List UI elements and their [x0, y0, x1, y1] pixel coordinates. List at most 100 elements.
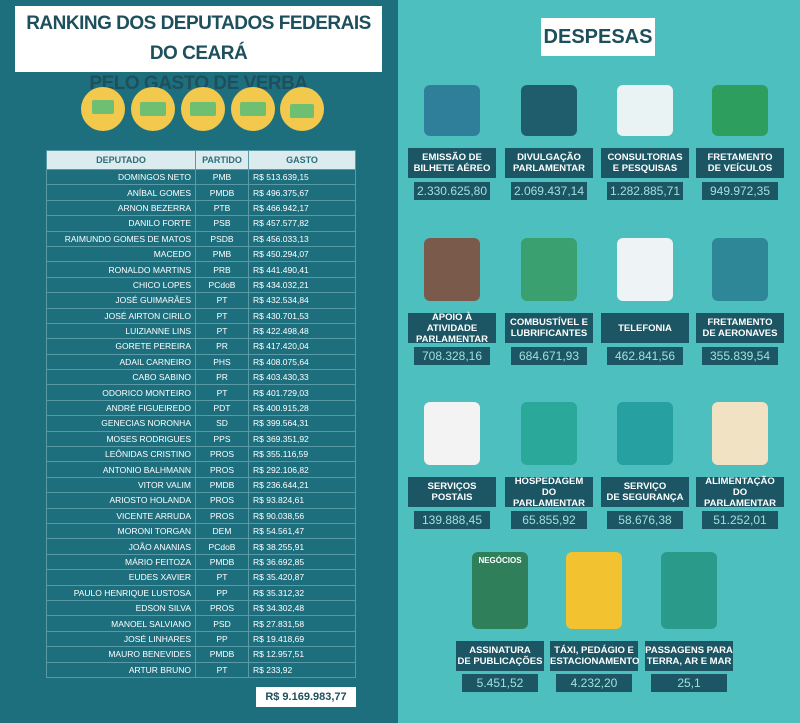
table-cell: RAIMUNDO GOMES DE MATOS [46, 230, 196, 247]
header-cell: GASTO [248, 150, 356, 170]
table-cell: ARIOSTO HOLANDA [46, 492, 196, 509]
label-line: DO PARLAMENTAR [704, 486, 776, 509]
table-cell: R$ 399.564,31 [248, 415, 356, 432]
table-cell: MÁRIO FEITOZA [46, 553, 196, 571]
table-cell: CHICO LOPES [46, 276, 196, 294]
table-row: MOSES RODRIGUES PPS R$ 369.351,92 [46, 430, 356, 448]
table-cell: PTB [195, 199, 249, 217]
label-line: SERVIÇOS [427, 481, 477, 492]
table-cell: R$ 403.430,33 [248, 369, 356, 386]
table-cell: SD [195, 415, 249, 432]
table-row: DOMINGOS NETO PMB R$ 513.639,15 [46, 168, 356, 186]
table-cell: PMDB [195, 553, 249, 571]
table-cell: RONALDO MARTINS [46, 261, 196, 278]
label-line: LUBRIFICANTES [510, 328, 588, 339]
table-cell: PHS [195, 353, 249, 371]
label-line: DE PUBLICAÇÕES [457, 656, 543, 667]
label-line: TERRA, AR E MAR [646, 656, 732, 667]
table-cell: LUIZIANNE LINS [46, 322, 196, 340]
expense-label: FRETAMENTO DE AERONAVES [696, 313, 784, 343]
expense-value: 25,1 [651, 674, 727, 692]
table-cell: ODORICO MONTEIRO [46, 384, 196, 401]
ranking-table: DEPUTADO PARTIDO GASTO DOMINGOS NETO PMB R$ 5… [46, 150, 356, 678]
label-line: PARLAMENTAR [513, 163, 585, 174]
table-cell: PMB [195, 245, 249, 263]
table-row: RONALDO MARTINS PRB R$ 441.490,41 [46, 261, 356, 278]
table-cell: PPS [195, 430, 249, 448]
label-line: HOSPEDAGEM [514, 475, 584, 487]
label-line: DE VEÍCULOS [707, 163, 773, 174]
table-cell: PT [195, 292, 249, 309]
expense-label: ALIMENTAÇÃO DO PARLAMENTAR [696, 475, 784, 509]
expense-label: FRETAMENTO DE VEÍCULOS [696, 148, 784, 178]
label-line: CONSULTORIAS [607, 152, 683, 163]
table-cell: PT [195, 322, 249, 340]
table-row: VITOR VALIM PMDB R$ 236.644,21 [46, 476, 356, 494]
table-row: MORONI TORGAN DEM R$ 54.561,47 [46, 522, 356, 540]
table-cell: PT [195, 307, 249, 324]
table-row: LEÔNIDAS CRISTINO PROS R$ 355.116,59 [46, 446, 356, 463]
table-cell: PSDB [195, 230, 249, 247]
table-cell: PT [195, 384, 249, 401]
table-cell: ANDRÉ FIGUEIREDO [46, 399, 196, 417]
table-cell: PROS [195, 446, 249, 463]
expense-icon [566, 552, 622, 629]
table-cell: R$ 38.255,91 [248, 538, 356, 555]
table-row: DANILO FORTE PSB R$ 457.577,82 [46, 215, 356, 232]
table-cell: CABO SABINO [46, 369, 196, 386]
table-cell: DANILO FORTE [46, 215, 196, 232]
expense-icon [712, 238, 768, 301]
expense-value: 58.676,38 [607, 511, 683, 529]
title-line: RANKING DOS DEPUTADOS FEDERAIS DO CEARÁ [26, 13, 371, 64]
table-row: MACEDO PMB R$ 450.294,07 [46, 245, 356, 263]
expense-label: SERVIÇOS POSTAIS [408, 477, 496, 507]
table-row: GENECIAS NORONHA SD R$ 399.564,31 [46, 415, 356, 432]
expense-value: 65.855,92 [511, 511, 587, 529]
table-cell: PAULO HENRIQUE LUSTOSA [46, 584, 196, 601]
expense-label: SERVIÇO DE SEGURANÇA [601, 477, 689, 507]
expense-label: APOIO À ATIVIDADE PARLAMENTAR [408, 312, 496, 345]
table-cell: R$ 90.038,56 [248, 507, 356, 524]
expense-label: EMISSÃO DE BILHETE AÉREO [408, 148, 496, 178]
table-cell: JOSÉ AIRTON CIRILO [46, 307, 196, 324]
label-line: ALIMENTAÇÃO [705, 475, 775, 487]
table-cell: R$ 54.561,47 [248, 522, 356, 540]
table-row: ANDRÉ FIGUEIREDO PDT R$ 400.915,28 [46, 399, 356, 417]
table-cell: R$ 369.351,92 [248, 430, 356, 448]
table-row: CHICO LOPES PCdoB R$ 434.032,21 [46, 276, 356, 294]
expense-label: TÁXI, PEDÁGIO E ESTACIONAMENTO [550, 641, 639, 671]
table-cell: R$ 36.692,85 [248, 553, 356, 571]
table-cell: R$ 456.033,13 [248, 230, 356, 247]
table-cell: R$ 400.915,28 [248, 399, 356, 417]
table-cell: PROS [195, 599, 249, 617]
label-line: TÁXI, PEDÁGIO E [554, 645, 634, 656]
label-line: FRETAMENTO [707, 152, 773, 163]
table-cell: EUDES XAVIER [46, 569, 196, 586]
table-cell: PMB [195, 168, 249, 186]
expense-icon [712, 85, 768, 136]
label-line: DIVULGAÇÃO [517, 152, 581, 163]
expense-value: 949.972,35 [702, 182, 778, 200]
label-line: ASSINATURA [469, 645, 531, 656]
table-cell: ADAIL CARNEIRO [46, 353, 196, 371]
table-cell: R$ 457.577,82 [248, 215, 356, 232]
header-cell: DEPUTADO [46, 150, 196, 170]
expense-label: ASSINATURA DE PUBLICAÇÕES [456, 641, 544, 671]
table-cell: R$ 401.729,03 [248, 384, 356, 401]
expense-value: 5.451,52 [462, 674, 538, 692]
table-row: CABO SABINO PR R$ 403.430,33 [46, 369, 356, 386]
table-row: VICENTE ARRUDA PROS R$ 90.038,56 [46, 507, 356, 524]
expense-icon: NEGÓCIOS [472, 552, 528, 629]
label-line: BILHETE AÉREO [413, 163, 491, 174]
table-cell: MORONI TORGAN [46, 522, 196, 540]
total-value: R$ 9.169.983,77 [256, 687, 356, 707]
table-cell: PDT [195, 399, 249, 417]
label-line: POSTAIS [431, 492, 473, 503]
table-row: ARNON BEZERRA PTB R$ 466.942,17 [46, 199, 356, 217]
table-cell: MACEDO [46, 245, 196, 263]
expense-value: 1.282.885,71 [607, 182, 683, 200]
label-line: DE SEGURANÇA [606, 492, 684, 503]
label-line: FRETAMENTO [707, 317, 773, 328]
expense-icon [617, 85, 673, 136]
table-cell: JOSÉ LINHARES [46, 630, 196, 648]
